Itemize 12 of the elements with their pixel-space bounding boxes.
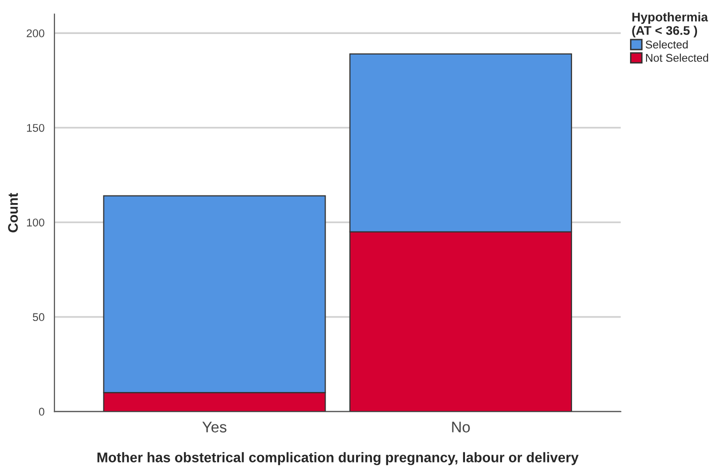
y-axis-title: Count — [8, 192, 18, 232]
x-tick-label: No — [452, 422, 470, 432]
x-tick-label: Yes — [202, 422, 226, 432]
legend-label: Selected — [646, 40, 688, 48]
y-tick-label: 50 — [32, 313, 44, 322]
y-tick-label: 150 — [27, 124, 44, 132]
x-axis-title: Mother has obstetrical complication during pregnancy, labour or delivery — [97, 452, 579, 466]
legend-label: Not Selected — [646, 54, 708, 62]
y-tick-label: 100 — [27, 218, 44, 226]
y-tick-label: 0 — [38, 408, 44, 416]
legend-title: Hypothermia (AT < 36.5 ) — [632, 12, 708, 38]
y-tick-label: 200 — [26, 29, 44, 38]
